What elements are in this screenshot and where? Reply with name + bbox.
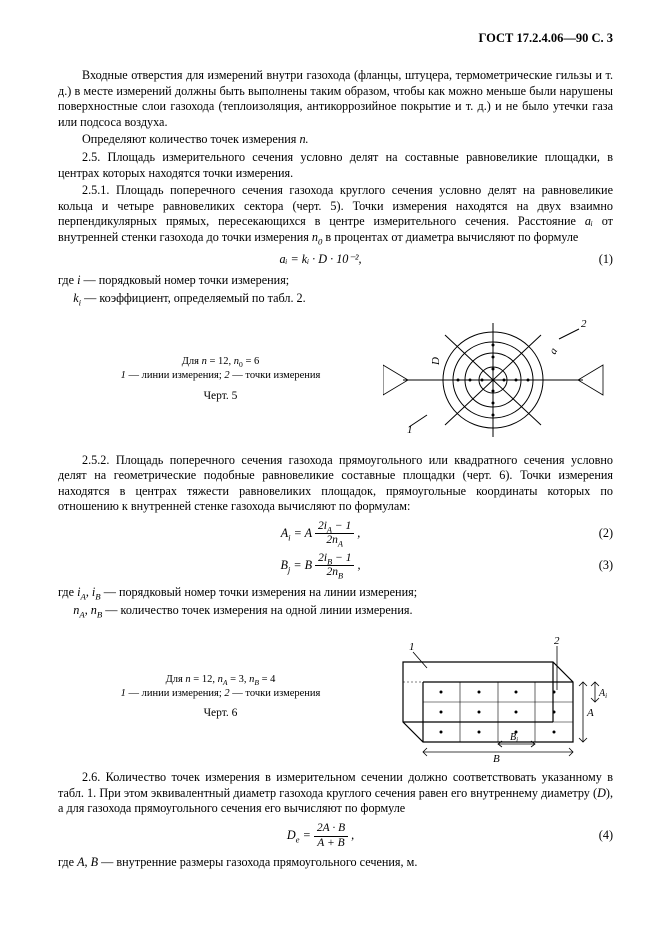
formula-2-num: (2) [583, 526, 613, 542]
para-2-5-2: 2.5.2. Площадь поперечного сечения газох… [58, 453, 613, 515]
formula-3-num: (3) [583, 558, 613, 574]
svg-text:A: A [586, 707, 594, 719]
text: Определяют количество точек измерения [82, 132, 299, 146]
figure-5-caption: Для n = 12, n0 = 6 1 — линии измерения; … [58, 355, 383, 403]
var-ai: aᵢ [585, 214, 593, 228]
var-D: D [597, 786, 606, 800]
svg-text:B: B [493, 753, 500, 762]
formula-2-expr: Ai = A 2iA − 12nA , [281, 521, 361, 547]
figure-6-caption: Для n = 12, nA = 3, nB = 4 1 — линии изм… [58, 673, 383, 721]
var-n: n. [299, 132, 308, 146]
var-n0: n0 [312, 230, 322, 244]
figure-5: Для n = 12, n0 = 6 1 — линии измерения; … [58, 315, 613, 445]
formula-4-num: (4) [583, 828, 613, 844]
text: 2.5.1. Площадь поперечного сечения газох… [58, 183, 613, 228]
page-header: ГОСТ 17.2.4.06—90 С. 3 [58, 30, 613, 46]
where-3: где A, B — внутренние размеры газохода п… [58, 855, 613, 871]
where-nA-nB: nA, nB — количество точек измерения на о… [58, 603, 613, 619]
where-ki: ki — коэффициент, определяемый по табл. … [58, 291, 613, 307]
svg-text:2: 2 [554, 635, 560, 647]
formula-1-num: (1) [583, 252, 613, 268]
where-block-2: где iA, iB — порядковый номер точки изме… [58, 585, 613, 618]
figure-5-label: Черт. 5 [58, 389, 383, 404]
svg-text:Bi: Bi [510, 732, 518, 744]
formula-3: Bj = B 2iB − 12nB , (3) [58, 553, 613, 579]
text: в процентах от диаметра вычисляют по фор… [322, 230, 578, 244]
formula-4: De = 2A · BA + B , (4) [58, 823, 613, 849]
text: 2.6. Количество точек измерения в измери… [58, 770, 613, 800]
svg-text:1: 1 [407, 424, 413, 436]
svg-text:D: D [430, 357, 442, 366]
para-2-6: 2.6. Количество точек измерения в измери… [58, 770, 613, 817]
where-i: где i — порядковый номер точки измерения… [58, 273, 613, 289]
para-2-5-1: 2.5.1. Площадь поперечного сечения газох… [58, 183, 613, 245]
figure-5-image: 1 2 D a [383, 315, 613, 445]
svg-text:1: 1 [409, 641, 415, 653]
formula-4-expr: De = 2A · BA + B , [287, 823, 354, 849]
where-block-1: где i — порядковый номер точки измерения… [58, 273, 613, 306]
figure-6-label: Черт. 6 [58, 706, 383, 721]
formula-3-expr: Bj = B 2iB − 12nB , [280, 553, 360, 579]
formula-1: aᵢ = kᵢ · D · 10⁻², (1) [58, 252, 613, 268]
figure-6: Для n = 12, nA = 3, nB = 4 1 — линии изм… [58, 632, 613, 762]
para-determine-n: Определяют количество точек измерения n. [58, 132, 613, 148]
page: ГОСТ 17.2.4.06—90 С. 3 Входные отверстия… [0, 0, 661, 936]
svg-text:2: 2 [581, 318, 587, 330]
figure-6-image: 1 2 A Ai B Bi [383, 632, 613, 762]
formula-2: Ai = A 2iA − 12nA , (2) [58, 521, 613, 547]
para-2-5: 2.5. Площадь измерительного сечения усло… [58, 150, 613, 181]
svg-text:Ai: Ai [598, 688, 607, 700]
where-iA-iB: где iA, iB — порядковый номер точки изме… [58, 585, 613, 601]
svg-text:a: a [547, 345, 560, 356]
para-intro: Входные отверстия для измерений внутри г… [58, 68, 613, 130]
formula-1-expr: aᵢ = kᵢ · D · 10⁻², [279, 252, 361, 268]
